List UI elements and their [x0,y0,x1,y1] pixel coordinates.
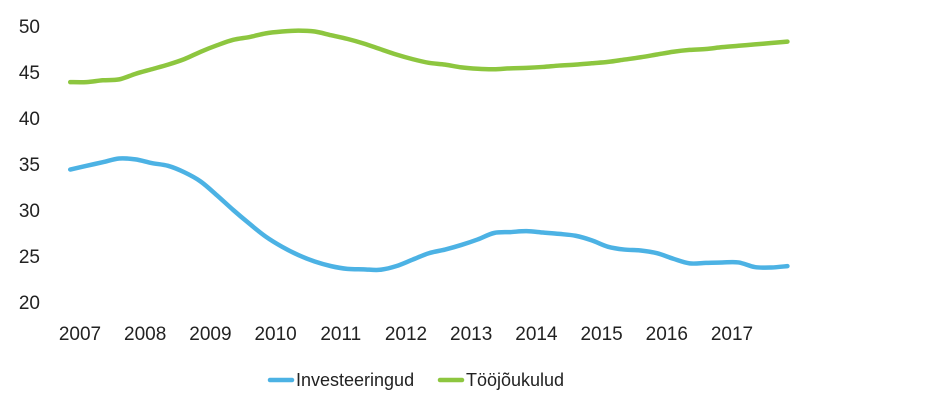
y-tick-label: 25 [19,247,40,268]
y-tick-label: 35 [19,155,40,176]
y-tick-label: 30 [19,201,40,222]
y-axis: 50 45 40 35 30 25 20 [19,17,40,314]
x-tick-label: 2010 [254,324,296,345]
x-tick-label: 2014 [515,324,558,345]
x-tick-label: 2011 [320,324,361,345]
x-tick-label: 2008 [124,324,166,345]
legend-label: Tööjõukulud [466,370,564,390]
y-tick-label: 40 [19,109,40,130]
x-tick-label: 2016 [646,324,688,345]
plot-area [67,28,790,273]
legend: Investeeringud Tööjõukulud [267,370,564,390]
legend-label: Investeeringud [296,370,414,390]
x-tick-label: 2013 [450,324,492,345]
x-tick-label: 2007 [59,324,101,345]
x-tick-label: 2012 [385,324,427,345]
y-tick-label: 45 [19,63,40,84]
series-line-t-j-ukulud [67,28,790,85]
x-tick-label: 2015 [580,324,622,345]
y-tick-label: 20 [19,293,40,314]
x-axis: 2007 2008 2009 2010 2011 2012 2013 2014 2015 2016… [59,324,753,345]
x-tick-label: 2009 [189,324,231,345]
x-tick-label: 2017 [711,324,753,345]
y-tick-label: 50 [19,17,40,38]
series-line-investeeringud [67,156,790,273]
